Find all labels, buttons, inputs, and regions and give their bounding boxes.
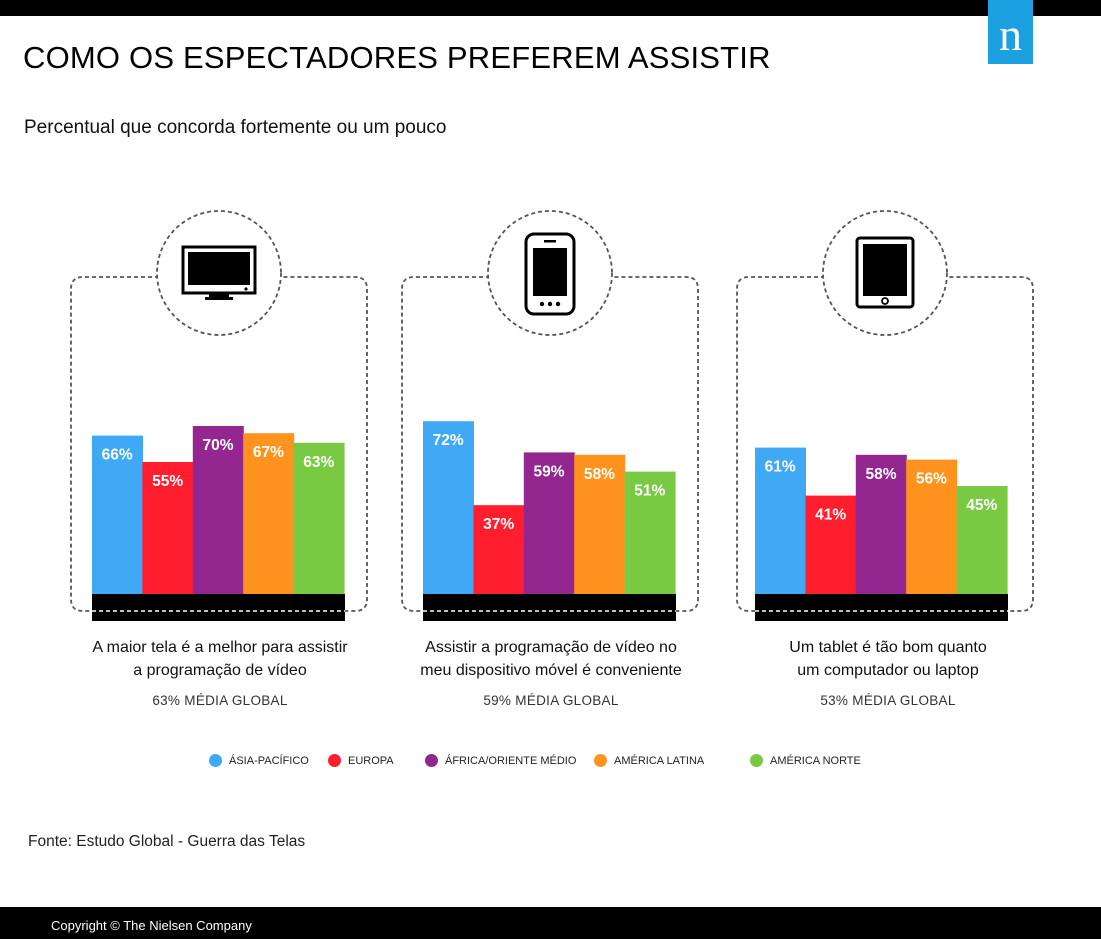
legend-label: AMÉRICA LATINA xyxy=(614,754,705,767)
global-average: 53% MÉDIA GLOBAL xyxy=(820,693,956,708)
bar xyxy=(293,442,345,594)
bar-value-label: 67% xyxy=(253,444,284,461)
legend-item-north-america: AMÉRICA NORTE xyxy=(750,754,861,767)
copyright-text: Copyright © The Nielsen Company xyxy=(51,918,252,933)
bar xyxy=(523,452,575,594)
bar-value-label: 45% xyxy=(966,497,997,514)
phone-button xyxy=(539,301,545,307)
bar-value-label: 58% xyxy=(865,466,896,483)
page-subtitle: Percentual que concorda fortemente ou um… xyxy=(24,117,447,138)
bar-value-label: 70% xyxy=(202,437,233,454)
bar-value-label: 41% xyxy=(815,507,846,524)
bar xyxy=(473,505,525,594)
tablet-home-button xyxy=(881,297,889,305)
legend-swatch xyxy=(209,754,222,767)
chart-panel: 66% 55% 70% 67% 63% xyxy=(70,210,368,621)
bar-baseline xyxy=(92,594,345,621)
legend-item-europe: EUROPA xyxy=(328,754,394,767)
bar xyxy=(755,447,806,594)
smartphone-icon xyxy=(524,232,576,316)
bar xyxy=(92,435,143,594)
bar xyxy=(574,454,626,594)
statement-line: a programação de vídeo xyxy=(133,662,307,679)
tv-base xyxy=(205,297,233,300)
tv-stand xyxy=(209,293,229,297)
logo-letter: n xyxy=(999,9,1022,60)
nielsen-logo: n xyxy=(988,0,1033,64)
tv-power-light xyxy=(244,287,248,291)
bar xyxy=(192,426,244,594)
tablet-icon xyxy=(855,236,915,309)
statement-line: Um tablet é tão bom quanto xyxy=(789,639,987,656)
legend-label: ÁSIA-PACÍFICO xyxy=(229,754,309,767)
page-title: COMO OS ESPECTADORES PREFEREM ASSISTIR xyxy=(23,40,771,75)
panel-caption-1: A maior tela é a melhor para assistir a … xyxy=(70,636,370,708)
bar-value-label: 51% xyxy=(634,483,665,500)
bar-value-label: 37% xyxy=(483,516,514,533)
footer-bar: Copyright © The Nielsen Company xyxy=(0,907,1101,939)
bar xyxy=(423,421,474,594)
phone-screen xyxy=(533,248,567,296)
bar xyxy=(142,462,194,594)
bar-value-label: 66% xyxy=(102,447,133,464)
bar-baseline xyxy=(423,594,676,621)
bar-value-label: 63% xyxy=(303,454,334,471)
chart-panel: 61% 41% 58% 56% 45% xyxy=(736,210,1034,621)
statement-line: Assistir a programação de vídeo no xyxy=(425,639,677,656)
bar-value-label: 61% xyxy=(765,459,796,476)
legend-swatch xyxy=(594,754,607,767)
bar-value-label: 55% xyxy=(152,473,183,490)
phone-speaker xyxy=(544,240,556,243)
bar-value-label: 56% xyxy=(916,471,947,488)
legend-swatch xyxy=(425,754,438,767)
statement-line: meu dispositivo móvel é conveniente xyxy=(420,662,682,679)
source-note: Fonte: Estudo Global - Guerra das Telas xyxy=(28,833,306,850)
chart-legend: ÁSIA-PACÍFICO EUROPA ÁFRICA/ORIENTE MÉDI… xyxy=(0,754,1101,772)
legend-label: EUROPA xyxy=(348,754,394,767)
legend-label: AMÉRICA NORTE xyxy=(770,754,861,767)
phone-button xyxy=(555,301,561,307)
bar-baseline xyxy=(755,594,1008,621)
panel-caption-2: Assistir a programação de vídeo no meu d… xyxy=(401,636,701,708)
bar xyxy=(956,486,1008,594)
bar-value-label: 59% xyxy=(533,463,564,480)
legend-item-africa-middle-east: ÁFRICA/ORIENTE MÉDIO xyxy=(425,754,576,767)
panel-caption-3: Um tablet é tão bom quanto um computador… xyxy=(738,636,1038,708)
phone-button xyxy=(547,301,553,307)
legend-swatch xyxy=(328,754,341,767)
global-average: 59% MÉDIA GLOBAL xyxy=(483,693,619,708)
tablet-screen xyxy=(863,244,907,296)
chart-panel: 72% 37% 59% 58% 51% xyxy=(401,210,699,621)
bar-value-label: 72% xyxy=(433,432,464,449)
statement-line: A maior tela é a melhor para assistir xyxy=(92,639,348,656)
bar-value-label: 58% xyxy=(584,466,615,483)
global-average: 63% MÉDIA GLOBAL xyxy=(152,693,288,708)
tv-icon xyxy=(181,245,257,300)
legend-label: ÁFRICA/ORIENTE MÉDIO xyxy=(445,754,577,767)
top-bar xyxy=(0,0,1101,16)
bar xyxy=(805,495,857,594)
legend-item-asia-pacific: ÁSIA-PACÍFICO xyxy=(209,754,309,767)
bar xyxy=(855,454,907,594)
bar xyxy=(624,471,676,594)
legend-item-latin-america: AMÉRICA LATINA xyxy=(594,754,704,767)
legend-swatch xyxy=(750,754,763,767)
tv-screen xyxy=(188,252,250,285)
bar xyxy=(243,433,295,594)
bar xyxy=(906,459,958,594)
statement-line: um computador ou laptop xyxy=(797,662,979,679)
